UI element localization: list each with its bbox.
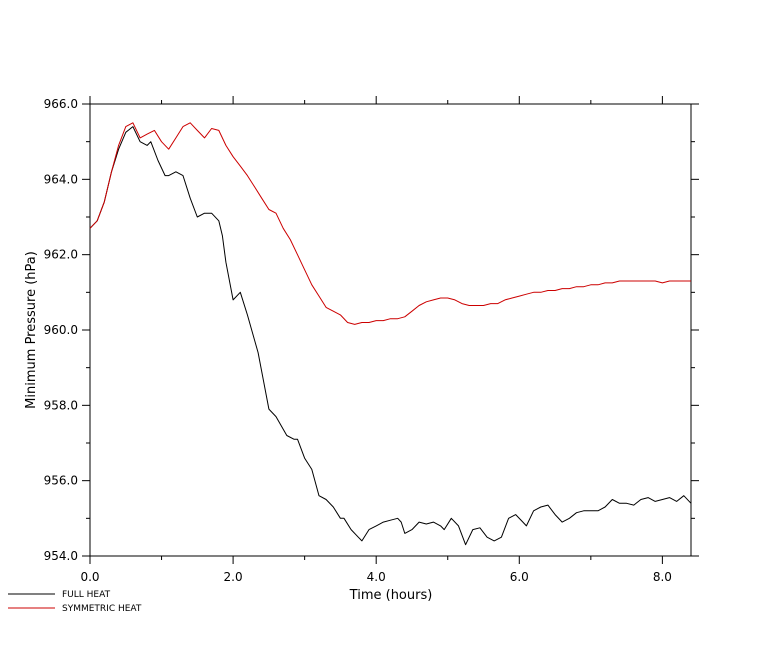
- series-lines: [89, 122, 692, 546]
- y-tick-label: 958.0: [44, 398, 78, 412]
- x-tick-label: 6.0: [510, 570, 529, 584]
- y-tick-label: 966.0: [44, 97, 78, 111]
- axis-ticks: [82, 96, 699, 564]
- x-tick-label: 8.0: [653, 570, 672, 584]
- legend-label-full-heat: FULL HEAT: [62, 590, 111, 600]
- x-tick-label: 2.0: [224, 570, 243, 584]
- series-line-full-heat: [89, 126, 692, 546]
- y-axis-title: Minimum Pressure (hPa): [24, 251, 39, 409]
- x-tick-label: 4.0: [367, 570, 386, 584]
- y-tick-label: 964.0: [44, 172, 78, 186]
- x-axis-title: Time (hours): [349, 588, 433, 603]
- legend-label-symmetric-heat: SYMMETRIC HEAT: [62, 604, 142, 614]
- legend: FULL HEAT SYMMETRIC HEAT: [8, 590, 142, 614]
- y-tick-label: 960.0: [44, 323, 78, 337]
- y-tick-label: 954.0: [44, 549, 78, 563]
- y-tick-label: 956.0: [44, 474, 78, 488]
- series-line-symmetric-heat: [89, 122, 691, 325]
- plot-frame: [89, 103, 692, 557]
- x-tick-label: 0.0: [80, 570, 99, 584]
- y-tick-label: 962.0: [44, 248, 78, 262]
- axis-tick-labels: 0.0 2.0 4.0 6.0 8.0 954.0 956.0 958.0 960.0 962.0…: [44, 97, 672, 584]
